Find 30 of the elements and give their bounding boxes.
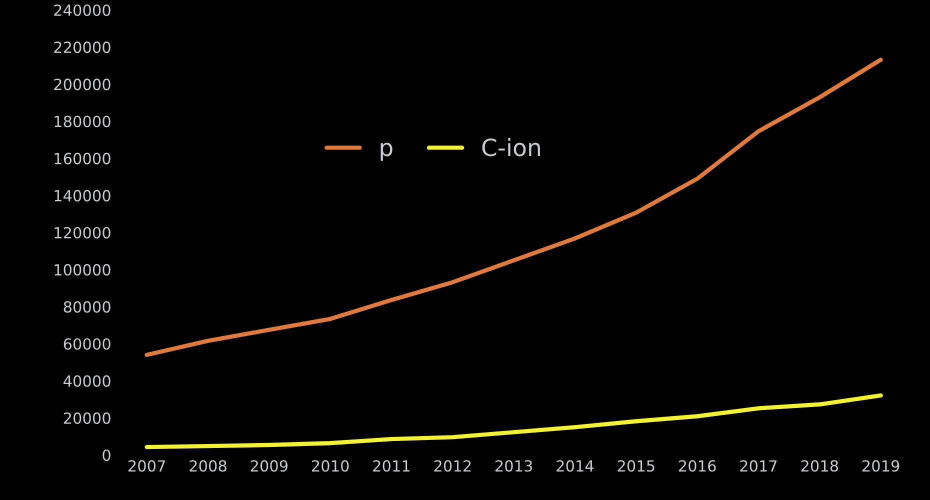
y-tick-label: 200000 [54,78,110,90]
x-tick-label: 2007 [128,460,165,472]
y-tick-label: 120000 [54,226,110,239]
y-tick-label: 60000 [64,338,110,350]
y-tick-label: 0 [102,449,110,462]
y-tick-label: 20000 [64,412,110,424]
line-series [144,58,883,357]
y-tick-label: 240000 [54,4,110,16]
y-tick-label: 160000 [54,152,110,164]
y-tick-label: 180000 [54,116,110,128]
y-tick-label: 40000 [64,375,110,387]
y-tick-label: 140000 [54,190,110,202]
x-tick-label: 2015 [618,460,654,472]
line-series [144,393,883,450]
y-tick-label: 100000 [54,264,110,276]
y-tick-label: 80000 [64,301,110,313]
x-tick-label: 2011 [373,460,410,472]
x-tick-label: 2010 [312,460,349,472]
x-tick-label: 2012 [434,460,471,472]
x-tick-label: 2017 [740,460,777,472]
legend-label: C-ion [482,138,540,156]
x-tick-label: 2009 [250,460,288,472]
x-tick-label: 2013 [496,460,532,472]
x-tick-label: 2019 [862,460,900,472]
x-tick-label: 2014 [556,460,594,472]
x-tick-label: 2016 [679,460,716,472]
legend-label: p [380,142,392,161]
x-tick-label: 2018 [801,460,838,472]
y-tick-label: 220000 [54,42,110,54]
x-tick-label: 2008 [190,460,226,472]
